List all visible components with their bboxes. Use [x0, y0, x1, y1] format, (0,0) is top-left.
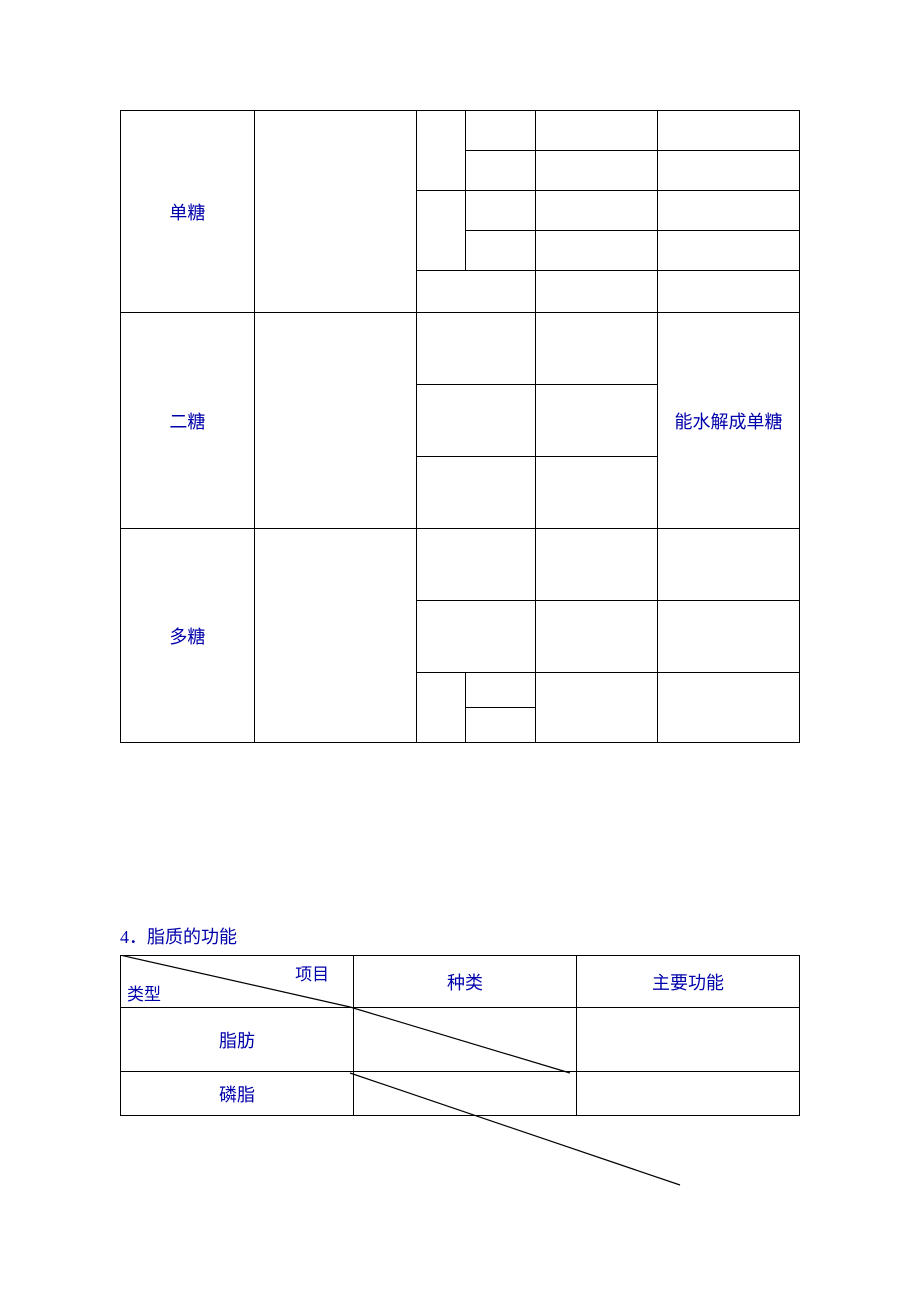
- cell-poly-r34c5: [536, 673, 658, 743]
- cell-mono-r3c4: [465, 191, 536, 231]
- sugar-classification-table: 单糖 二糖: [120, 110, 800, 743]
- cell-mono-r5c6: [658, 271, 800, 313]
- cell-mono-r4c6: [658, 231, 800, 271]
- cell-mono-r2c6: [658, 151, 800, 191]
- cell-poly-r1c5: [536, 529, 658, 601]
- cell-poly-r3c4: [465, 673, 536, 708]
- lipid-table-wrap: 项目 类型 种类 主要功能 脂肪 磷脂: [120, 955, 800, 1116]
- cell-poly-c3c: [416, 673, 465, 743]
- cell-di-r2c34: [416, 385, 536, 457]
- cell-di-r1c5: [536, 313, 658, 385]
- cell-di-r1c34: [416, 313, 536, 385]
- row-phos-label: 磷脂: [121, 1072, 354, 1116]
- cell-poly-r2c5: [536, 601, 658, 673]
- row-fat-label: 脂肪: [121, 1008, 354, 1072]
- cell-poly: 多糖: [121, 529, 255, 743]
- cell-mono-r5c5: [536, 271, 658, 313]
- cell-poly-c2: [254, 529, 416, 743]
- cell-mono-c3a: [416, 111, 465, 191]
- lipid-function-table: 项目 类型 种类 主要功能 脂肪 磷脂: [120, 955, 800, 1116]
- row-fat-c3: [577, 1008, 800, 1072]
- cell-di-c2: [254, 313, 416, 529]
- row-fat-c2: [354, 1008, 577, 1072]
- cell-di-r2c5: [536, 385, 658, 457]
- cell-mono-r1c4: [465, 111, 536, 151]
- cell-mono-r2c4: [465, 151, 536, 191]
- cell-mono-r4c5: [536, 231, 658, 271]
- cell-poly-r2c34: [416, 601, 536, 673]
- cell-poly-r1c34: [416, 529, 536, 601]
- hdr-col3: 主要功能: [577, 956, 800, 1008]
- cell-di-r3c34: [416, 457, 536, 529]
- cell-poly-r2c6: [658, 601, 800, 673]
- diag-top-label: 项目: [295, 960, 329, 985]
- diag-bottom-label: 类型: [127, 980, 161, 1005]
- cell-poly-r4c4: [465, 708, 536, 743]
- cell-mono-r3c5: [536, 191, 658, 231]
- cell-mono-c3b: [416, 191, 465, 271]
- cell-di: 二糖: [121, 313, 255, 529]
- section4-title: 4．脂质的功能: [120, 923, 800, 949]
- row-phos-c3: [577, 1072, 800, 1116]
- cell-mono-r1c5: [536, 111, 658, 151]
- diag-header-cell: 项目 类型: [121, 956, 354, 1008]
- cell-mono-r4c4: [465, 231, 536, 271]
- cell-di-r3c5: [536, 457, 658, 529]
- cell-mono-r2c5: [536, 151, 658, 191]
- cell-poly-r34c6: [658, 673, 800, 743]
- cell-poly-r1c6: [658, 529, 800, 601]
- cell-mono-c2: [254, 111, 416, 313]
- cell-mono: 单糖: [121, 111, 255, 313]
- cell-mono-r5c34: [416, 271, 536, 313]
- cell-mono-r1c6: [658, 111, 800, 151]
- hdr-col2: 种类: [354, 956, 577, 1008]
- row-phos-c2: [354, 1072, 577, 1116]
- cell-mono-r3c6: [658, 191, 800, 231]
- cell-di-note: 能水解成单糖: [658, 313, 800, 529]
